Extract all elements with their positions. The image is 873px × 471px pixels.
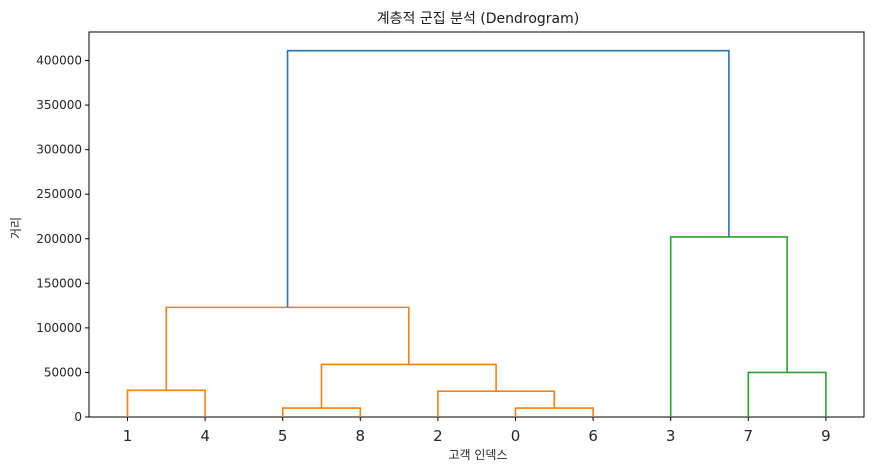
y-tick-label: 150000 — [36, 276, 82, 290]
y-tick-label: 400000 — [36, 54, 82, 68]
y-tick-label: 200000 — [36, 232, 82, 246]
y-tick-label: 0 — [74, 410, 82, 424]
x-tick-label: 7 — [744, 427, 754, 445]
dendrogram-link — [281, 407, 362, 417]
x-tick-label: 9 — [821, 427, 831, 445]
x-tick-label: 5 — [278, 427, 288, 445]
x-tick-label: 2 — [433, 427, 443, 445]
x-tick-label: 6 — [588, 427, 598, 445]
x-tick-label: 4 — [200, 427, 210, 445]
x-axis-label: 고객 인덱스 — [448, 448, 507, 462]
plot-frame — [88, 31, 865, 418]
dendrogram-link — [514, 407, 594, 417]
dendrogram-link — [669, 236, 788, 417]
chart-title: 계층적 군집 분석 (Dendrogram) — [377, 11, 579, 27]
dendrogram-link — [437, 390, 556, 417]
dendrogram-link — [320, 363, 497, 409]
y-tick-label: 250000 — [36, 187, 82, 201]
dendrogram-link — [286, 49, 730, 308]
plot-area: 0 50000 100000 150000 200000 250000 300000 3500… — [36, 31, 865, 445]
y-tick-label: 300000 — [36, 143, 82, 157]
y-tick-label: 50000 — [44, 365, 82, 379]
x-tick-label: 0 — [511, 427, 521, 445]
y-axis-label: 거리 — [9, 217, 23, 239]
y-tick-label: 350000 — [36, 98, 82, 112]
dendrogram-link — [747, 371, 827, 417]
dendrogram-link — [165, 306, 410, 391]
x-tick-label: 8 — [356, 427, 366, 445]
x-tick-label: 3 — [666, 427, 676, 445]
x-tick-label: 1 — [123, 427, 133, 445]
y-tick-label: 100000 — [36, 321, 82, 335]
dendrogram-link — [126, 389, 206, 417]
